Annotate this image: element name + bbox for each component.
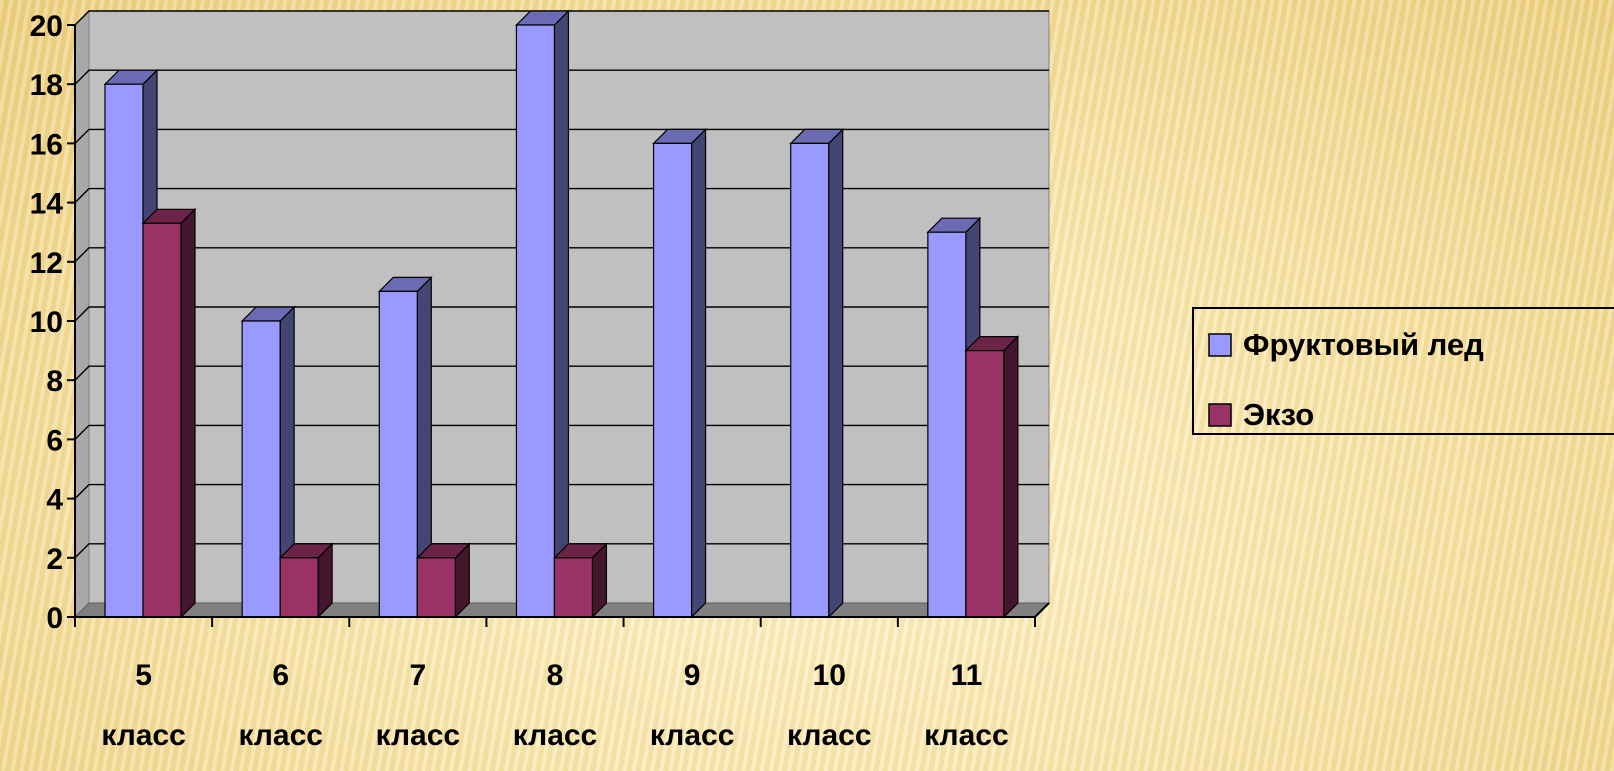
bar-front bbox=[927, 231, 967, 618]
bar bbox=[240, 305, 296, 619]
bar-front bbox=[515, 24, 556, 618]
bar-front bbox=[652, 142, 693, 618]
bar-front bbox=[416, 557, 456, 618]
bar-front bbox=[142, 222, 182, 618]
bar bbox=[552, 542, 608, 619]
y-tick-label: 10 bbox=[30, 306, 63, 339]
y-tick-label: 16 bbox=[30, 128, 63, 161]
gridline bbox=[74, 247, 1049, 263]
y-tick-label: 4 bbox=[46, 484, 63, 517]
bar bbox=[964, 335, 1020, 619]
bar bbox=[141, 207, 197, 619]
legend: Фруктовый лед Экзо bbox=[1192, 307, 1614, 435]
gridline bbox=[74, 69, 1049, 85]
gridline bbox=[74, 365, 1049, 381]
gridline bbox=[74, 128, 1049, 144]
bars bbox=[103, 9, 1020, 619]
bar bbox=[652, 127, 708, 619]
y-tick-label: 2 bbox=[46, 543, 63, 576]
bar-front bbox=[553, 557, 594, 618]
x-tick-label: 6 класс bbox=[238, 659, 323, 752]
bar-side bbox=[1003, 335, 1019, 619]
bar bbox=[377, 275, 433, 619]
x-tick-label: 11 класс bbox=[924, 659, 1009, 752]
y-tick-label: 18 bbox=[30, 69, 63, 102]
x-tick-label: 7 класс bbox=[376, 659, 461, 752]
y-tick-label: 12 bbox=[30, 247, 63, 280]
x-axis-end bbox=[1034, 602, 1050, 618]
gridline bbox=[74, 424, 1049, 440]
y-tick-label: 8 bbox=[46, 365, 63, 398]
legend-swatch bbox=[1208, 403, 1232, 427]
bar-front bbox=[378, 290, 418, 618]
x-tick-label: 5 класс bbox=[101, 659, 186, 752]
bar-front bbox=[965, 350, 1005, 618]
bar-front bbox=[279, 557, 319, 618]
bar-side bbox=[180, 207, 196, 619]
gridline bbox=[74, 483, 1049, 500]
bar-front bbox=[104, 83, 144, 618]
legend-swatch bbox=[1208, 333, 1232, 357]
y-tick-label: 14 bbox=[30, 188, 64, 221]
bar-front bbox=[241, 320, 281, 618]
bar-side bbox=[828, 127, 844, 619]
gridline bbox=[74, 10, 1049, 26]
gridline bbox=[74, 543, 1049, 559]
bar bbox=[789, 127, 845, 619]
y-tick-label: 0 bbox=[46, 602, 63, 635]
x-tick-label: 9 класс bbox=[650, 659, 735, 752]
legend-label: Фруктовый лед bbox=[1243, 327, 1484, 362]
gridline bbox=[74, 187, 1049, 204]
y-tick-label: 20 bbox=[30, 10, 63, 43]
x-tick-label: 8 класс bbox=[513, 659, 598, 752]
bar-front bbox=[790, 142, 830, 618]
gridline bbox=[74, 306, 1049, 322]
y-tick-label: 6 bbox=[46, 424, 63, 457]
bar bbox=[514, 9, 570, 619]
axes: 0 2 4 6 8 10 12 14 16 18 20 5 класс 6 класс 7 класс 8 клас… bbox=[30, 10, 1050, 752]
bar bbox=[278, 542, 334, 619]
bar bbox=[415, 542, 471, 619]
legend-label: Экзо bbox=[1243, 397, 1314, 432]
x-tick-label: 10 класс bbox=[787, 659, 872, 752]
bar-side bbox=[690, 127, 707, 619]
bar-side bbox=[553, 9, 570, 619]
legend-box bbox=[1192, 307, 1614, 435]
